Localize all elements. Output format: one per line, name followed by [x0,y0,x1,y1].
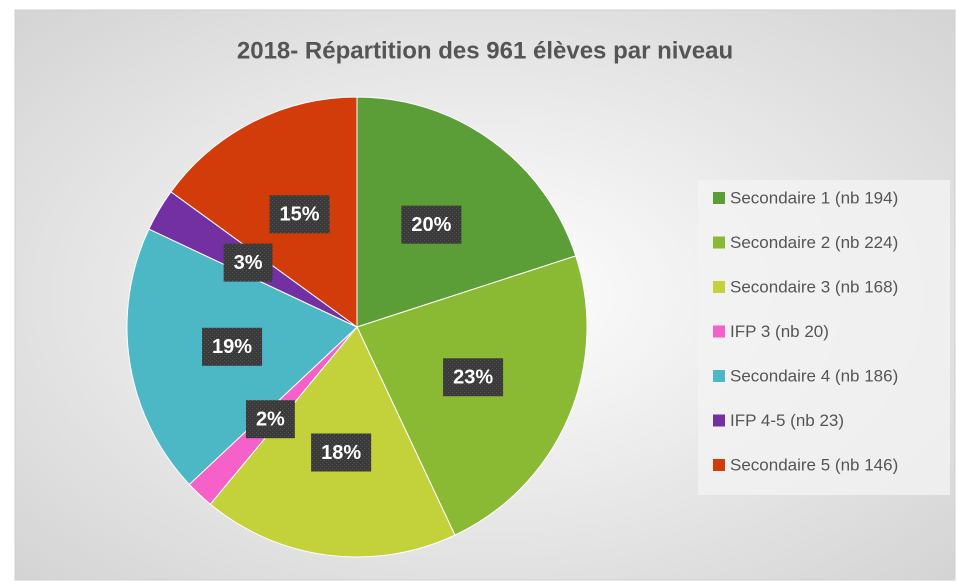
legend-label: Secondaire 3 (nb 168) [730,277,898,296]
data-label: 2% [256,408,285,430]
legend-label: Secondaire 1 (nb 194) [730,188,898,207]
data-label-box [311,433,372,472]
legend-label: IFP 3 (nb 20) [730,322,829,341]
legend-swatch [713,281,725,293]
legend-swatch [713,414,725,427]
legend-label: Secondaire 2 (nb 224) [730,233,898,252]
data-label-box [202,327,263,366]
legend-swatch [713,325,725,338]
data-label-box [401,205,462,244]
chart-title: 2018- Répartition des 961 élèves par niv… [237,37,733,64]
data-label-box [223,243,273,282]
legend-label: IFP 4-5 (nb 23) [730,411,844,430]
legend-box [698,180,950,495]
legend-label: Secondaire 5 (nb 146) [730,455,898,474]
data-label-box [269,195,330,234]
legend-swatch [713,192,725,204]
legend-swatch [713,459,725,471]
legend-label: Secondaire 4 (nb 186) [730,366,898,385]
legend-swatch [713,370,725,382]
data-label: 3% [234,252,263,274]
data-label-box [443,358,504,397]
data-label: 20% [411,214,451,236]
data-label-box [245,400,295,439]
legend-swatch [713,236,725,249]
pie-slice [356,96,577,328]
pie-slice [170,96,358,328]
data-label: 18% [321,442,361,464]
data-label: 19% [212,336,252,358]
data-label: 15% [280,204,320,226]
data-label: 23% [453,367,493,389]
